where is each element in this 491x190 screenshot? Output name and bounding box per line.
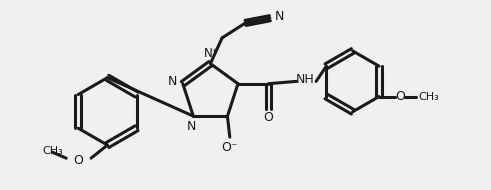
Text: O⁻: O⁻	[221, 141, 238, 154]
Text: CH₃: CH₃	[43, 146, 63, 156]
Text: NH: NH	[296, 73, 314, 86]
Text: N: N	[168, 75, 177, 88]
Text: N⁺: N⁺	[204, 47, 219, 60]
Text: O: O	[395, 90, 405, 103]
Text: CH₃: CH₃	[419, 92, 439, 102]
Text: O: O	[264, 111, 273, 124]
Text: O: O	[74, 154, 83, 167]
Text: N: N	[186, 120, 196, 133]
Text: N: N	[274, 10, 284, 23]
